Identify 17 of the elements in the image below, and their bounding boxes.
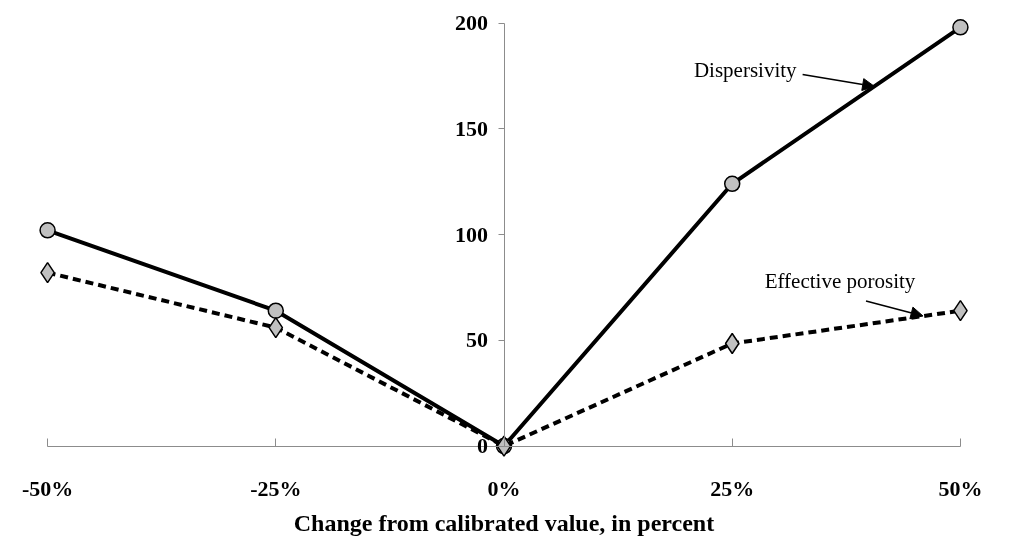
x-tick-label: -25% xyxy=(250,476,302,502)
y-tick-label: 150 xyxy=(455,115,488,141)
x-tick-label: 50% xyxy=(938,476,983,502)
point xyxy=(723,175,741,193)
point xyxy=(952,19,969,36)
y-tick-label: 50 xyxy=(466,327,488,353)
annotation: Effective porosity xyxy=(764,268,916,293)
x-tick-label: 25% xyxy=(710,476,755,502)
x-axis-title: Change from calibrated value, in percent xyxy=(293,509,715,536)
annotation: Dispersivity xyxy=(693,57,798,82)
y-tick-label: 0 xyxy=(477,433,488,459)
x-tick-label: 0% xyxy=(487,476,521,502)
point xyxy=(39,222,56,239)
y-tick-label: 200 xyxy=(455,10,488,36)
x-tick-label: -50% xyxy=(21,476,74,502)
point xyxy=(267,302,285,319)
y-tick-label: 100 xyxy=(455,221,488,247)
